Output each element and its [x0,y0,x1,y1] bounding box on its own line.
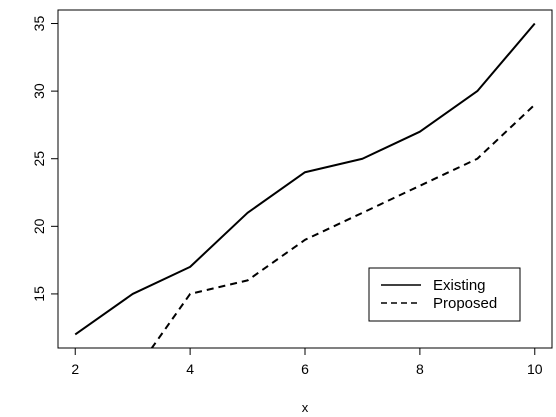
y-tick-label: 20 [31,218,47,234]
x-tick-label: 8 [416,361,424,377]
series-line-proposed [150,103,536,348]
legend-label-existing: Existing [433,277,486,294]
y-tick-label: 30 [31,83,47,99]
x-axis-title: x [302,400,309,415]
x-tick-label: 6 [301,361,309,377]
series-layer [74,22,536,348]
y-tick-label: 25 [31,151,47,167]
series-line-existing [74,22,536,336]
x-axis: 2 4 6 8 10 [71,347,543,377]
y-tick-label: 35 [31,16,47,32]
x-tick-label: 2 [71,361,79,377]
y-axis: 15 20 25 30 35 [31,16,59,302]
x-tick-label: 10 [527,361,543,377]
legend-label-proposed: Proposed [433,295,497,312]
legend-box [368,267,521,322]
x-tick-label: 4 [186,361,194,377]
y-tick-label: 15 [31,286,47,302]
